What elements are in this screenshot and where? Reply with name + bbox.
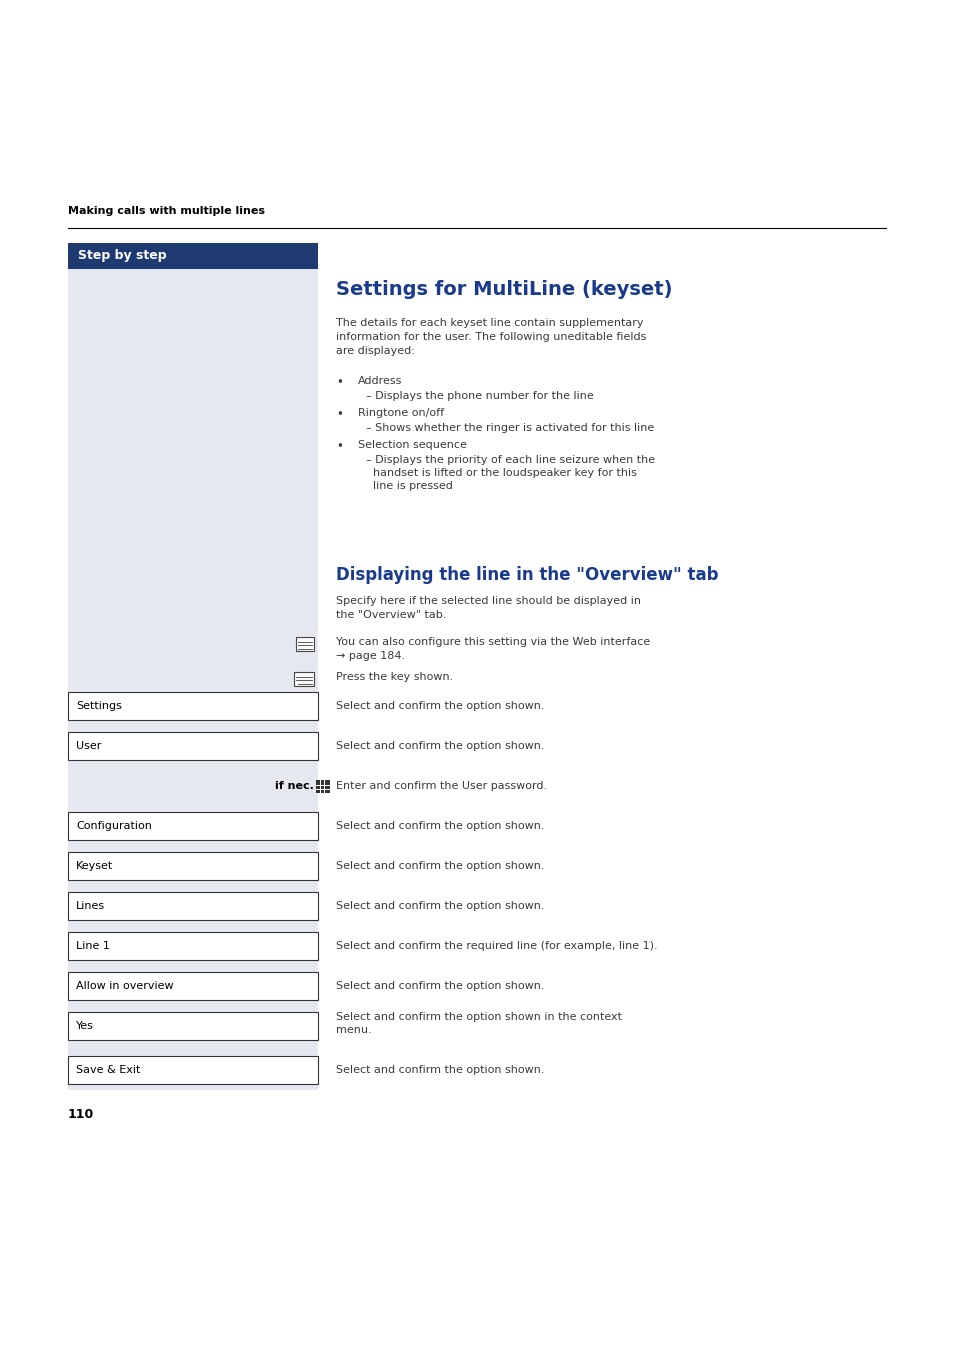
Text: Address: Address [357,376,402,386]
Text: Select and confirm the required line (for example, line 1).: Select and confirm the required line (fo… [335,942,657,951]
Bar [315,780,330,793]
Text: •: • [335,408,342,422]
Text: if nec.: if nec. [274,781,314,790]
Text: 110: 110 [68,1108,94,1121]
Text: Keyset: Keyset [76,861,113,871]
Text: Displaying the line in the "Overview" tab: Displaying the line in the "Overview" ta… [335,566,718,584]
Bar [68,1012,317,1040]
Text: Allow in overview: Allow in overview [76,981,173,992]
Text: Lines: Lines [76,901,105,911]
Text: Select and confirm the option shown.: Select and confirm the option shown. [335,1065,544,1075]
Text: User: User [76,740,101,751]
Text: •: • [335,376,342,389]
Text: Save & Exit: Save & Exit [76,1065,140,1075]
Text: Settings for MultiLine (keyset): Settings for MultiLine (keyset) [335,280,672,299]
Bar [68,932,317,961]
Text: – Displays the phone number for the line: – Displays the phone number for the line [366,390,593,401]
Text: •: • [335,440,342,453]
Bar [295,638,314,651]
Text: Ringtone on/off: Ringtone on/off [357,408,444,417]
Text: Configuration: Configuration [76,821,152,831]
Text: Select and confirm the option shown in the context
menu.: Select and confirm the option shown in t… [335,1012,621,1035]
Text: Enter and confirm the User password.: Enter and confirm the User password. [335,781,547,790]
Bar [68,812,317,840]
Bar [68,1056,317,1084]
Text: Select and confirm the option shown.: Select and confirm the option shown. [335,701,544,711]
Text: You can also configure this setting via the Web interface
→ page 184.: You can also configure this setting via … [335,638,650,661]
Bar [68,732,317,761]
Text: Select and confirm the option shown.: Select and confirm the option shown. [335,981,544,992]
Text: Press the key shown.: Press the key shown. [335,671,453,682]
Bar [68,269,317,1090]
Text: Yes: Yes [76,1021,93,1031]
Text: Making calls with multiple lines: Making calls with multiple lines [68,205,265,216]
Text: Settings: Settings [76,701,122,711]
Bar [68,892,317,920]
Text: Line 1: Line 1 [76,942,110,951]
Text: Step by step: Step by step [78,250,167,262]
Text: Select and confirm the option shown.: Select and confirm the option shown. [335,901,544,911]
Text: Select and confirm the option shown.: Select and confirm the option shown. [335,821,544,831]
Bar [68,971,317,1000]
Bar [68,692,317,720]
Bar [68,243,317,269]
Text: – Shows whether the ringer is activated for this line: – Shows whether the ringer is activated … [366,423,654,434]
Text: The details for each keyset line contain supplementary
information for the user.: The details for each keyset line contain… [335,317,646,357]
Bar [294,671,314,686]
Text: – Displays the priority of each line seizure when the
  handset is lifted or the: – Displays the priority of each line sei… [366,455,655,492]
Text: Select and confirm the option shown.: Select and confirm the option shown. [335,740,544,751]
Text: Select and confirm the option shown.: Select and confirm the option shown. [335,861,544,871]
Text: Specify here if the selected line should be displayed in
the "Overview" tab.: Specify here if the selected line should… [335,596,640,620]
Text: Selection sequence: Selection sequence [357,440,466,450]
Bar [68,852,317,880]
